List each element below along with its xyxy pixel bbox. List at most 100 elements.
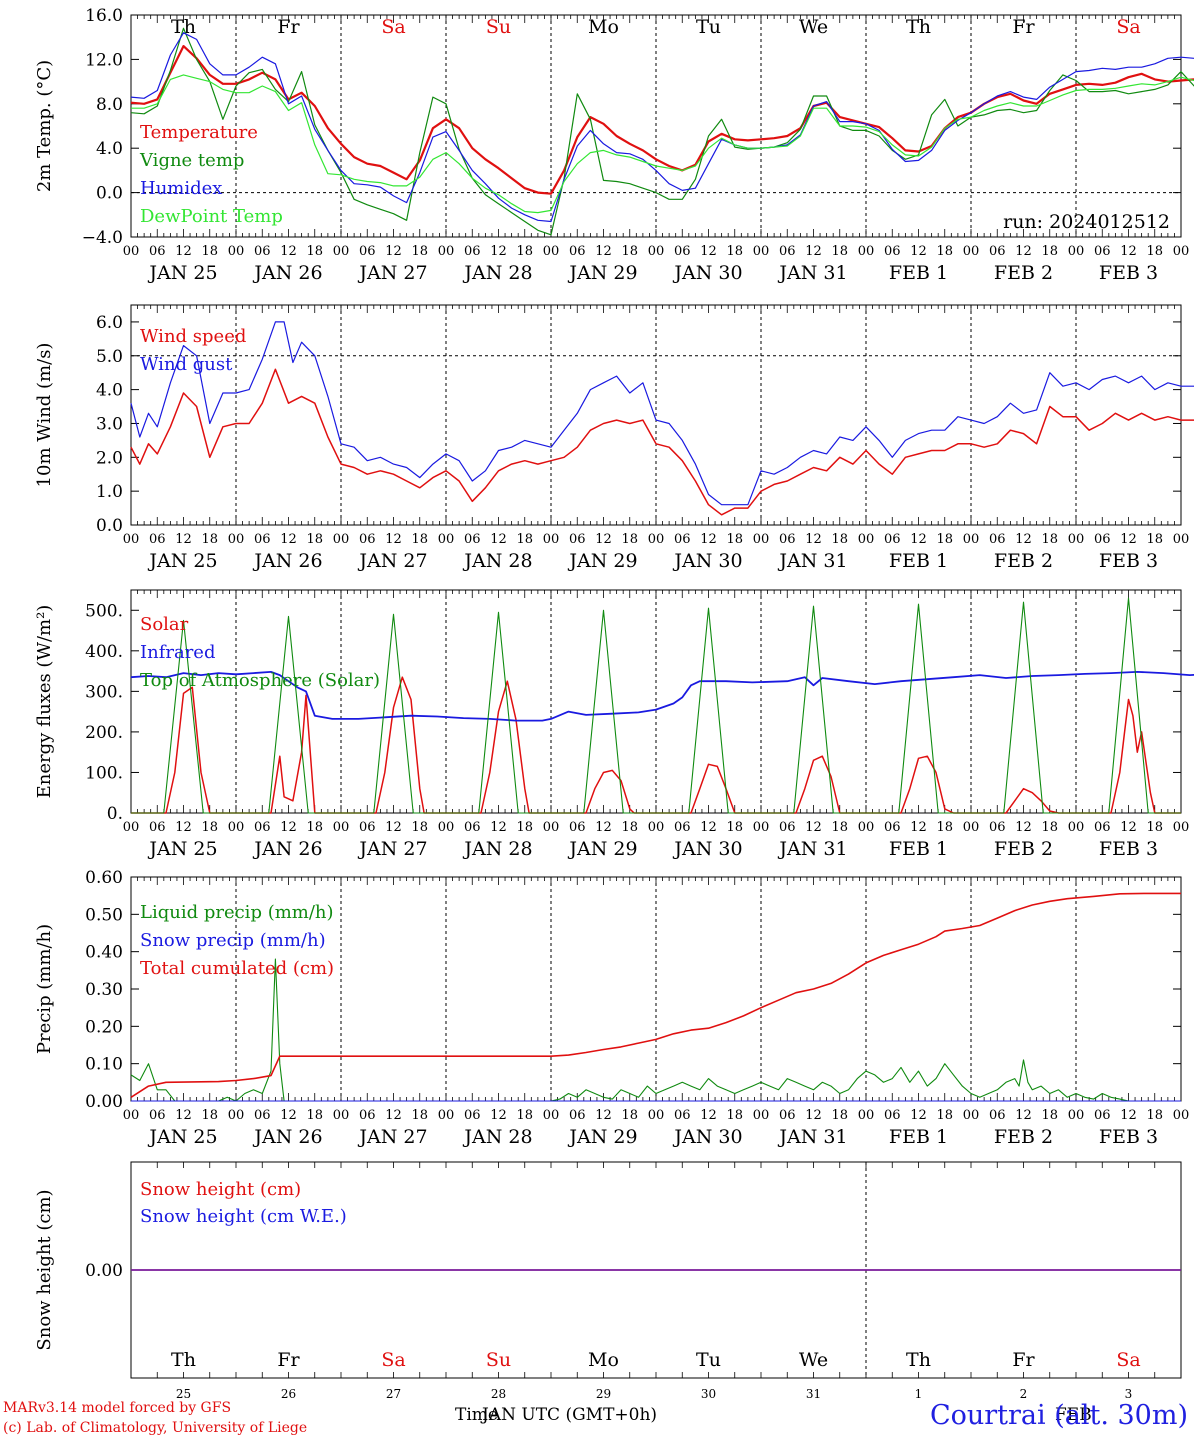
x-hour-label-temperature: 18 [1146,244,1163,259]
x-hour-label-precip: 06 [254,1108,271,1123]
x-axis-title-unit: JAN UTC (GMT+0h) [482,1405,658,1425]
x-date-label-precip: FEB 3 [1099,1126,1158,1148]
x-hour-label-wind: 12 [700,532,717,547]
x-hour-label-precip: 06 [569,1108,586,1123]
y-tick-label-temperature: 12.0 [85,50,123,70]
x-hour-label-precip: 06 [779,1108,796,1123]
x-hour-label-temperature: 00 [1068,244,1085,259]
x-date-label-precip: JAN 26 [252,1126,322,1148]
x-hour-label-precip: 18 [516,1108,533,1123]
x-hour-label-wind: 12 [175,532,192,547]
x-hour-label-energy: 18 [516,820,533,835]
day-number-label: 25 [176,1387,191,1401]
x-hour-label-energy: 12 [595,820,612,835]
x-hour-label-wind: 12 [595,532,612,547]
series-line-energy-solar [131,676,1181,814]
x-hour-label-temperature: 12 [700,244,717,259]
day-number-label: 27 [386,1387,401,1401]
x-hour-label-precip: 06 [1094,1108,1111,1123]
x-hour-label-temperature: 00 [543,244,560,259]
x-hour-label-energy: 12 [1120,820,1137,835]
x-hour-label-wind: 12 [490,532,507,547]
x-hour-label-temperature: 06 [149,244,166,259]
x-hour-label-wind: 18 [621,532,638,547]
y-tick-label-energy: 300. [85,682,123,702]
day-number-label: 31 [806,1387,821,1401]
x-date-label-energy: JAN 30 [672,838,742,860]
x-hour-label-precip: 06 [989,1108,1006,1123]
y-tick-label-temperature: 16.0 [85,6,123,26]
y-tick-label-temperature: 0.0 [96,184,123,204]
x-hour-label-temperature: 12 [595,244,612,259]
day-of-week-label: Th [906,16,931,38]
x-date-label-precip: JAN 31 [777,1126,847,1148]
x-date-label-precip: JAN 28 [462,1126,532,1148]
x-date-label-wind: FEB 2 [994,550,1053,572]
station-label: Courtrai (alt. 30m) [929,1400,1188,1431]
series-line-temperature-vigne-temp [130,27,1194,236]
legend-entry-precip: Total cumulated (cm) [140,958,334,979]
x-hour-label-precip: 12 [805,1108,822,1123]
x-date-label-precip: FEB 2 [994,1126,1053,1148]
day-number-label: 28 [491,1387,506,1401]
x-hour-label-energy: 18 [306,820,323,835]
legend-entry-temperature: Humidex [140,178,222,199]
x-hour-label-wind: 18 [306,532,323,547]
x-hour-label-wind: 00 [963,532,980,547]
x-hour-label-energy: 06 [674,820,691,835]
x-hour-label-wind: 12 [385,532,402,547]
y-axis-title-wind: 10m Wind (m/s) [34,343,55,488]
y-tick-label-wind: 1.0 [96,482,123,502]
day-of-week-label: Sa [381,16,405,38]
x-hour-label-temperature: 12 [490,244,507,259]
x-hour-label-temperature: 00 [123,244,140,259]
x-hour-label-wind: 00 [228,532,245,547]
x-date-label-wind: JAN 31 [777,550,847,572]
x-hour-label-precip: 06 [464,1108,481,1123]
day-number-label: 29 [596,1387,611,1401]
x-hour-label-energy: 00 [1173,820,1190,835]
legend-entry-temperature: Temperature [140,122,258,143]
x-date-label-energy: JAN 29 [567,838,637,860]
x-hour-label-precip: 00 [1173,1108,1190,1123]
x-hour-label-temperature: 06 [884,244,901,259]
x-hour-label-temperature: 12 [1015,244,1032,259]
x-hour-label-temperature: 06 [1094,244,1111,259]
day-of-week-label-snow: Th [906,1349,931,1371]
x-hour-label-energy: 06 [149,820,166,835]
x-hour-label-energy: 18 [831,820,848,835]
x-hour-label-precip: 18 [726,1108,743,1123]
x-hour-label-precip: 00 [228,1108,245,1123]
y-tick-label-wind: 4.0 [96,381,123,401]
x-hour-label-temperature: 18 [516,244,533,259]
x-date-label-precip: JAN 30 [672,1126,742,1148]
x-hour-label-precip: 00 [543,1108,560,1123]
y-tick-label-temperature: −4.0 [82,228,123,248]
x-date-label-energy: JAN 28 [462,838,532,860]
x-hour-label-temperature: 12 [280,244,297,259]
x-hour-label-precip: 12 [910,1108,927,1123]
x-hour-label-precip: 00 [1068,1108,1085,1123]
x-hour-label-wind: 06 [1094,532,1111,547]
x-date-label-energy: JAN 26 [252,838,322,860]
x-hour-label-wind: 06 [464,532,481,547]
x-hour-label-precip: 00 [438,1108,455,1123]
series-line-temperature-dewpoint-temp [131,74,1194,214]
series-line-wind-wind-gust [130,321,1194,506]
x-hour-label-wind: 06 [779,532,796,547]
x-date-label-wind: FEB 3 [1099,550,1158,572]
x-hour-label-wind: 18 [1146,532,1163,547]
plot-frame-energy [130,589,1182,814]
day-number-label: 1 [915,1387,923,1401]
x-hour-label-temperature: 12 [1120,244,1137,259]
x-hour-label-energy: 06 [359,820,376,835]
x-hour-label-wind: 06 [674,532,691,547]
y-tick-label-temperature: 8.0 [96,95,123,115]
x-hour-label-precip: 12 [385,1108,402,1123]
x-hour-label-wind: 12 [280,532,297,547]
y-tick-label-precip: 0.20 [85,1017,123,1037]
x-hour-label-wind: 06 [884,532,901,547]
x-axis-title-feb: FEB [1055,1405,1092,1425]
x-hour-label-wind: 06 [254,532,271,547]
